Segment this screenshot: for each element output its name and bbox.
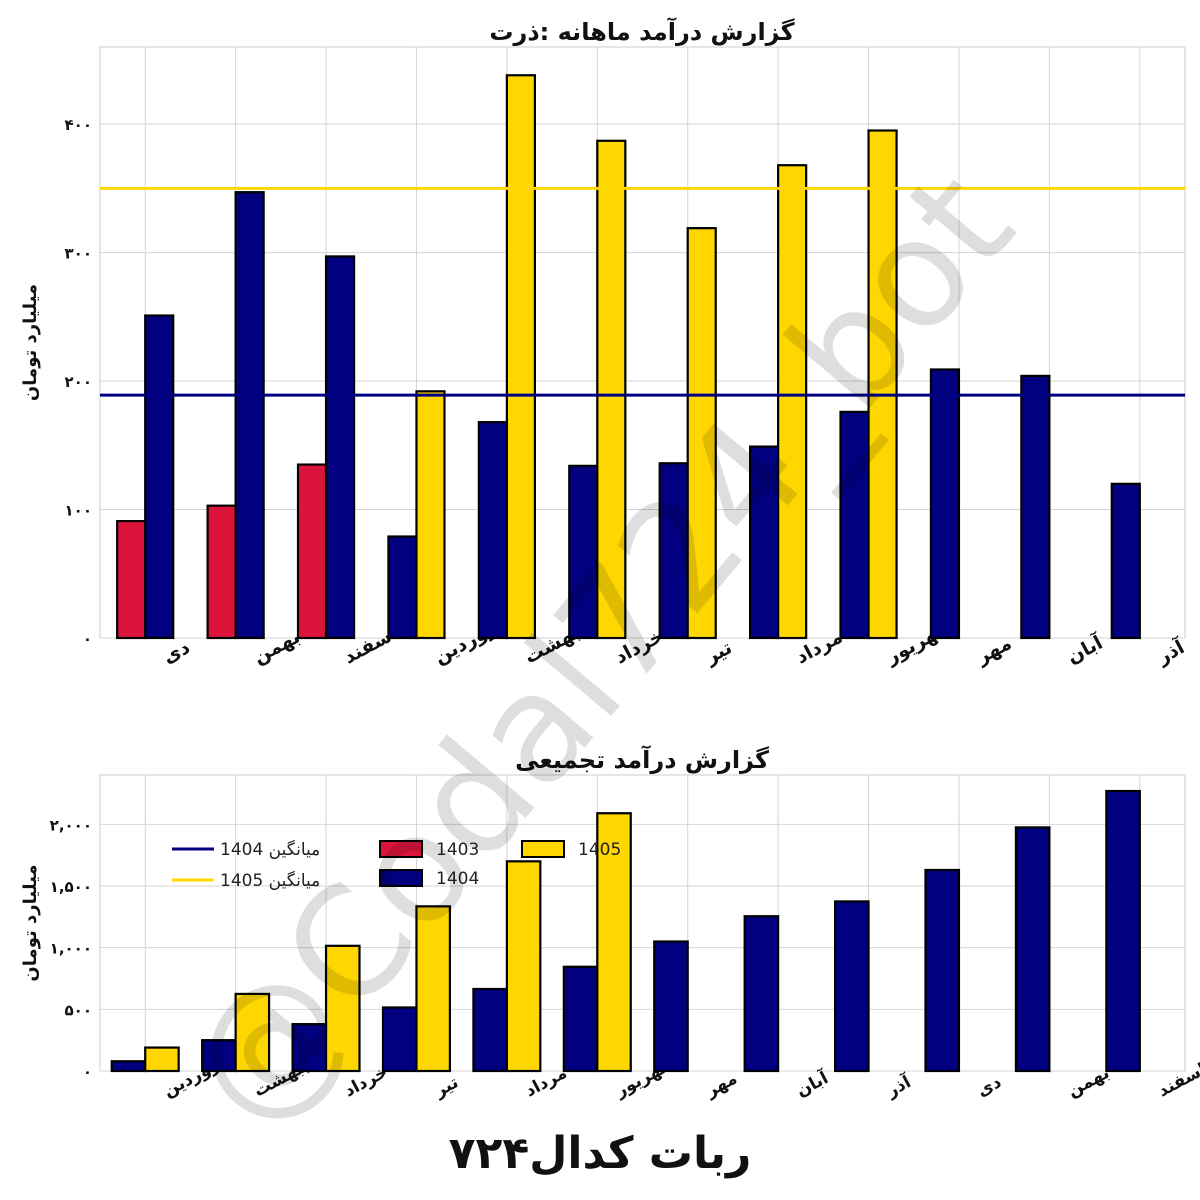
- bar-1404-1: [201, 1039, 237, 1073]
- y-tick-label: ۱۰۰: [65, 502, 92, 520]
- legend-swatch-box: [521, 840, 565, 858]
- x-tick-label: آذر: [882, 1070, 916, 1102]
- legend-swatch-box: [379, 869, 423, 887]
- legend-item: میانگین 1405: [172, 870, 320, 891]
- bar-1404-8: [839, 410, 870, 640]
- legend-label: 1404: [436, 869, 479, 889]
- bar-1404-3: [381, 1006, 418, 1073]
- bar-1405-0: [144, 1046, 180, 1073]
- bar-1404-5: [568, 464, 599, 640]
- bar-1404-7: [743, 915, 780, 1073]
- bar-1403-1: [206, 504, 237, 640]
- chart-title: گزارش درآمد ماهانه :ذرت: [489, 17, 794, 46]
- bar-1404-11: [1110, 482, 1141, 640]
- bar-1405-7: [777, 164, 808, 640]
- legend-swatch-box: [379, 840, 423, 858]
- bar-1404-2: [291, 1023, 328, 1073]
- y-tick-label: ۱,۵۰۰: [50, 878, 92, 896]
- y-tick-label: ۱,۰۰۰: [50, 940, 92, 958]
- cumulative-chart: ۰ ۵۰۰ ۱,۰۰۰ ۱,۵۰۰ ۲,۰۰۰ گزارش درآمد تجمیعی میل…: [20, 745, 1200, 1102]
- bar-1404-0: [110, 1060, 147, 1073]
- bar-1404-5: [562, 965, 599, 1073]
- bar-1405-4: [505, 74, 537, 640]
- y-tick-label: ۰: [83, 630, 92, 648]
- legend: میانگین 1404 میانگین 1405 1403 1404 1405: [172, 839, 621, 891]
- x-tick-label: اسفند: [1155, 1060, 1200, 1102]
- footer-title: ربات کدال۷۲۴: [448, 1128, 752, 1179]
- legend-label: میانگین 1405: [220, 870, 320, 891]
- x-tick-label: دی: [974, 1072, 1005, 1101]
- bar-1404-7: [748, 445, 780, 640]
- x-tick-label: دی: [159, 636, 194, 668]
- chart-title: گزارش درآمد تجمیعی: [515, 745, 769, 774]
- bar-1405-3: [415, 905, 452, 1073]
- y-tick-label: ۲۰۰: [65, 373, 92, 391]
- bar-1404-4: [477, 421, 508, 640]
- bar-1404-2: [324, 255, 356, 640]
- bar-1405-1: [234, 992, 271, 1073]
- bar-1405-8: [867, 129, 898, 640]
- x-tick-label: آذر: [1152, 634, 1189, 669]
- bar-1405-3: [415, 390, 446, 640]
- legend-item: میانگین 1404: [172, 839, 320, 860]
- y-tick-label: ۳۰۰: [65, 245, 92, 263]
- bar-1405-2: [324, 944, 361, 1073]
- y-axis-label: میلیارد تومان: [20, 864, 41, 981]
- legend-label: 1403: [436, 840, 479, 860]
- y-axis-label: میلیارد تومان: [20, 284, 41, 401]
- bar-1404-10: [1020, 374, 1051, 640]
- legend-item: 1403: [379, 840, 479, 860]
- bar-1403-2: [296, 463, 328, 640]
- bar-1405-5: [596, 812, 632, 1073]
- bar-1405-6: [686, 227, 717, 640]
- bar-1404-1: [234, 191, 265, 640]
- legend-label: 1405: [578, 840, 621, 860]
- bar-1404-0: [144, 314, 175, 640]
- y-tick-label: ۲,۰۰۰: [50, 816, 92, 834]
- bar-1405-4: [505, 860, 542, 1073]
- bar-1404-6: [658, 462, 689, 640]
- y-tick-label: ۵۰۰: [65, 1001, 92, 1019]
- bar-1404-9: [924, 868, 961, 1073]
- bar-1404-4: [472, 987, 508, 1073]
- y-tick-label: ۰: [83, 1063, 92, 1081]
- bar-1404-10: [1014, 826, 1051, 1073]
- bar-1404-9: [929, 368, 961, 640]
- bar-1403-0: [116, 519, 147, 640]
- x-tick-label: آبان: [1062, 630, 1106, 669]
- bar-1404-3: [387, 535, 418, 640]
- y-tick-label: ۴۰۰: [65, 116, 92, 134]
- x-tick-label: تیر: [701, 636, 736, 668]
- x-tick-label: مهر: [702, 1069, 741, 1102]
- bar-1404-8: [833, 900, 870, 1073]
- bar-1404-6: [653, 940, 689, 1073]
- bar-1404-11: [1105, 789, 1141, 1073]
- bar-1405-5: [596, 139, 627, 640]
- legend-item: 1405: [521, 840, 621, 860]
- monthly-chart: ۰ ۱۰۰ ۲۰۰ ۳۰۰ ۴۰۰ گزارش درآمد ماهانه :ذرت میلی…: [20, 17, 1189, 669]
- legend-item: 1404: [379, 869, 479, 889]
- x-tick-label: تیر: [431, 1073, 462, 1102]
- legend-label: میانگین 1404: [220, 839, 320, 860]
